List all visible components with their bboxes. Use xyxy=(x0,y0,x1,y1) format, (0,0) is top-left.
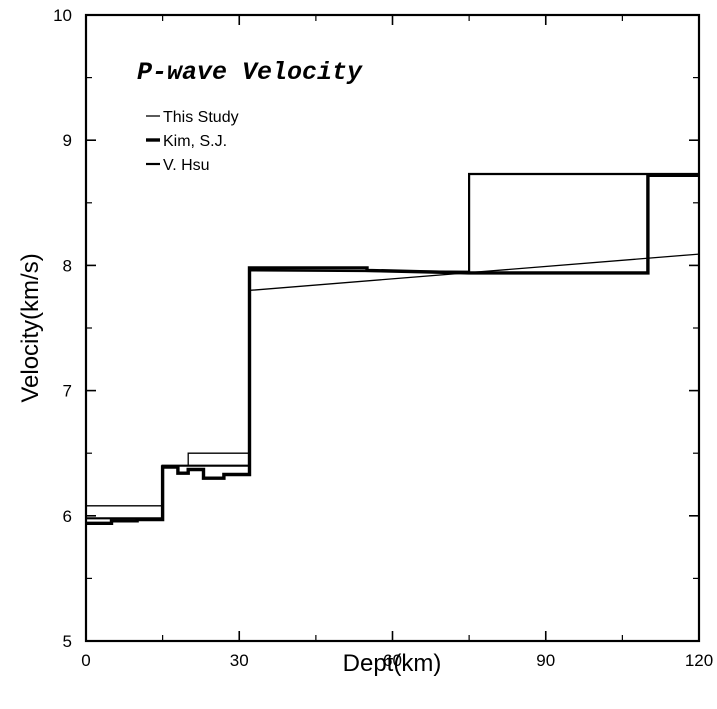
y-tick-label: 10 xyxy=(53,6,72,25)
chart-title: P-wave Velocity xyxy=(137,58,363,87)
x-tick-label: 120 xyxy=(685,651,713,670)
series-line-this-study xyxy=(86,253,700,507)
legend-label-v-hsu: V. Hsu xyxy=(163,157,210,174)
x-axis-title: Dept(km) xyxy=(343,650,442,677)
tick-labels: 0 30 60 90 120 5 6 7 8 9 10 xyxy=(53,6,713,670)
legend-label-this-study: This Study xyxy=(163,109,239,126)
y-tick-label: 6 xyxy=(63,507,72,526)
y-tick-label: 5 xyxy=(63,632,72,651)
legend-label-kim-s-j: Kim, S.J. xyxy=(163,133,227,150)
y-axis-title: Velocity(km/s) xyxy=(17,253,44,402)
y-tick-label: 7 xyxy=(63,382,72,401)
y-tick-label: 8 xyxy=(63,256,72,275)
legend: This Study Kim, S.J. V. Hsu xyxy=(146,109,239,174)
series-line-kim-s-j xyxy=(86,173,699,525)
y-tick-label: 9 xyxy=(63,131,72,150)
x-tick-label: 60 xyxy=(383,651,402,670)
axis-ticks xyxy=(85,14,700,642)
series-layer xyxy=(86,172,700,525)
x-tick-label: 0 xyxy=(81,651,90,670)
series-line-v-hsu xyxy=(86,172,699,520)
x-tick-label: 30 xyxy=(230,651,249,670)
x-tick-label: 90 xyxy=(536,651,555,670)
